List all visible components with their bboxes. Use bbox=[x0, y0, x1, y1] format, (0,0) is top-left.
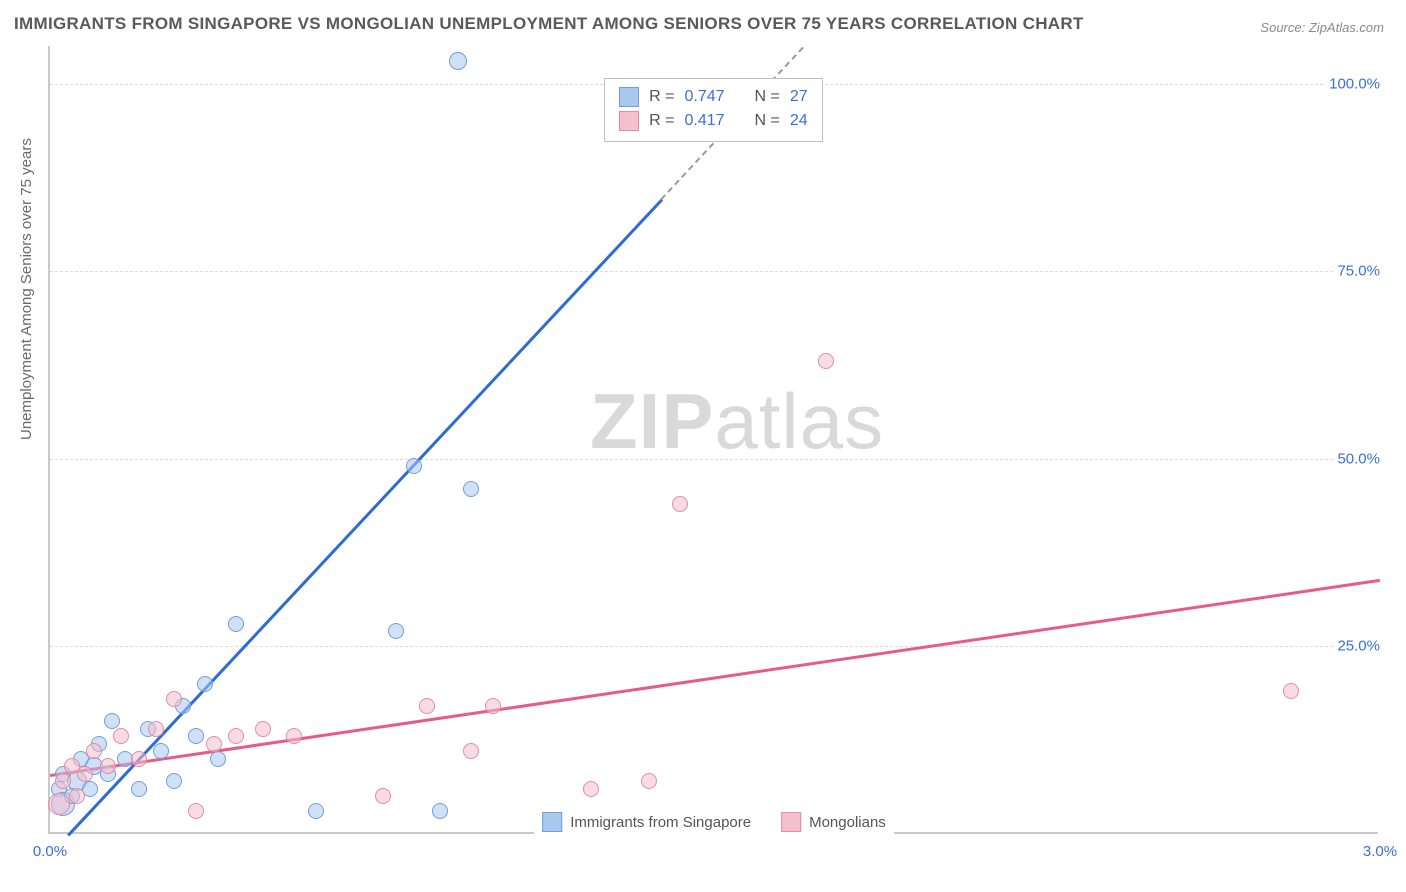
legend-label: Immigrants from Singapore bbox=[570, 814, 751, 831]
data-point bbox=[188, 803, 204, 819]
x-tick-label: 3.0% bbox=[1363, 843, 1397, 860]
data-point bbox=[113, 728, 129, 744]
data-point bbox=[100, 758, 116, 774]
n-value: 27 bbox=[790, 88, 808, 106]
data-point bbox=[210, 751, 226, 767]
r-label: R = bbox=[649, 88, 674, 106]
data-point bbox=[419, 698, 435, 714]
watermark-atlas: atlas bbox=[714, 377, 884, 465]
source-label: Source: bbox=[1260, 20, 1305, 35]
r-label: R = bbox=[649, 112, 674, 130]
data-point bbox=[69, 788, 85, 804]
y-tick-label: 25.0% bbox=[1333, 638, 1380, 655]
r-value: 0.417 bbox=[685, 112, 725, 130]
source-attribution: Source: ZipAtlas.com bbox=[1260, 20, 1384, 35]
data-point bbox=[641, 773, 657, 789]
y-axis-label: Unemployment Among Seniors over 75 years bbox=[18, 138, 35, 440]
data-point bbox=[148, 721, 164, 737]
data-point bbox=[255, 721, 271, 737]
data-point bbox=[463, 743, 479, 759]
trend-line bbox=[50, 579, 1380, 777]
data-point bbox=[375, 788, 391, 804]
data-point bbox=[48, 793, 70, 815]
data-point bbox=[308, 803, 324, 819]
data-point bbox=[55, 773, 71, 789]
gridline bbox=[50, 459, 1378, 460]
watermark: ZIPatlas bbox=[590, 376, 884, 467]
r-value: 0.747 bbox=[685, 88, 725, 106]
correlation-stats-box: R = 0.747 N = 27 R = 0.417 N = 24 bbox=[604, 78, 823, 142]
gridline bbox=[50, 646, 1378, 647]
source-value: ZipAtlas.com bbox=[1309, 20, 1384, 35]
watermark-zip: ZIP bbox=[590, 377, 714, 465]
data-point bbox=[86, 743, 102, 759]
data-point bbox=[432, 803, 448, 819]
n-label: N = bbox=[755, 88, 780, 106]
legend-swatch bbox=[542, 812, 562, 832]
legend-item: Immigrants from Singapore bbox=[542, 812, 751, 832]
data-point bbox=[286, 728, 302, 744]
data-point bbox=[153, 743, 169, 759]
legend-swatch bbox=[619, 111, 639, 131]
n-value: 24 bbox=[790, 112, 808, 130]
legend-item: Mongolians bbox=[781, 812, 886, 832]
data-point bbox=[818, 353, 834, 369]
data-point bbox=[388, 623, 404, 639]
data-point bbox=[206, 736, 222, 752]
legend-swatch bbox=[619, 87, 639, 107]
data-point bbox=[131, 781, 147, 797]
data-point bbox=[449, 52, 467, 70]
data-point bbox=[166, 773, 182, 789]
data-point bbox=[104, 713, 120, 729]
scatter-plot-area: ZIPatlas 25.0%50.0%75.0%100.0%0.0%3.0%R … bbox=[48, 46, 1378, 834]
x-tick-label: 0.0% bbox=[33, 843, 67, 860]
x-axis-legend: Immigrants from Singapore Mongolians bbox=[534, 810, 894, 834]
trend-line bbox=[67, 198, 663, 836]
y-tick-label: 50.0% bbox=[1333, 450, 1380, 467]
data-point bbox=[583, 781, 599, 797]
data-point bbox=[485, 698, 501, 714]
stats-row: R = 0.747 N = 27 bbox=[619, 85, 808, 109]
y-tick-label: 75.0% bbox=[1333, 263, 1380, 280]
data-point bbox=[77, 766, 93, 782]
gridline bbox=[50, 271, 1378, 272]
stats-row: R = 0.417 N = 24 bbox=[619, 109, 808, 133]
data-point bbox=[463, 481, 479, 497]
data-point bbox=[228, 616, 244, 632]
y-tick-label: 100.0% bbox=[1325, 75, 1380, 92]
data-point bbox=[131, 751, 147, 767]
data-point bbox=[197, 676, 213, 692]
data-point bbox=[406, 458, 422, 474]
data-point bbox=[1283, 683, 1299, 699]
legend-swatch bbox=[781, 812, 801, 832]
legend-label: Mongolians bbox=[809, 814, 886, 831]
n-label: N = bbox=[755, 112, 780, 130]
data-point bbox=[166, 691, 182, 707]
data-point bbox=[188, 728, 204, 744]
data-point bbox=[672, 496, 688, 512]
data-point bbox=[228, 728, 244, 744]
chart-title: IMMIGRANTS FROM SINGAPORE VS MONGOLIAN U… bbox=[14, 14, 1084, 34]
